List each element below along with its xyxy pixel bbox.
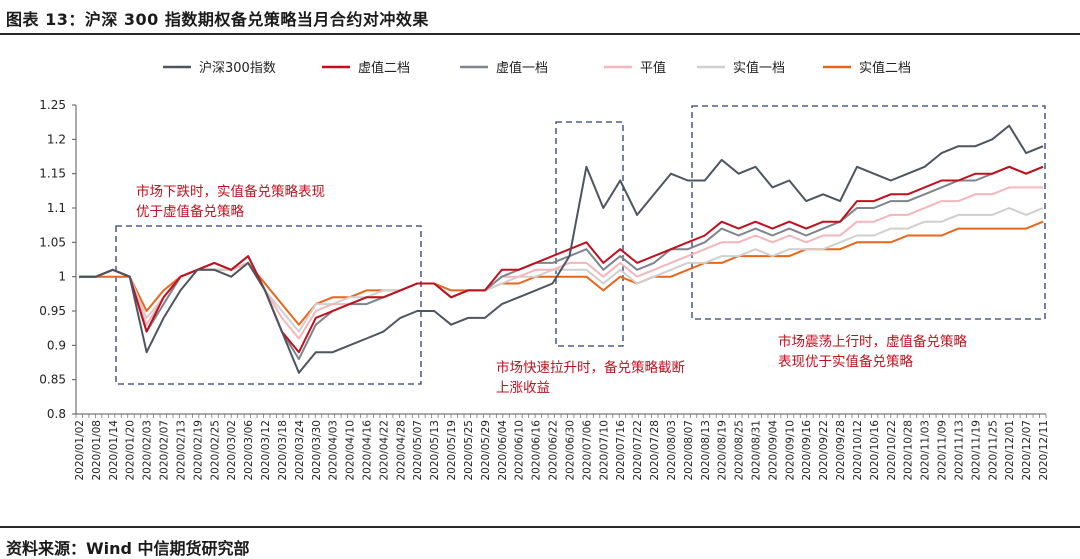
x-tick-label: 2020/07/06 xyxy=(581,420,593,481)
x-tick-label: 2020/03/24 xyxy=(294,420,306,481)
series-line xyxy=(79,165,1044,354)
annotation-text: 市场快速拉升时，备兑策略截断 xyxy=(496,359,685,376)
annotations: 市场下跌时，实值备兑策略表现优于虚值备兑策略市场快速拉升时，备兑策略截断上涨收益… xyxy=(136,183,967,396)
x-tick-label: 2020/09/22 xyxy=(818,420,830,481)
x-tick-label: 2020/10/22 xyxy=(886,420,898,481)
top-rule xyxy=(0,33,1080,35)
page-title: 图表 13：沪深 300 指数期权备兑策略当月合约对冲效果 xyxy=(6,10,429,29)
x-tick-label: 2020/03/18 xyxy=(277,420,289,481)
x-tick-label: 2020/07/28 xyxy=(649,420,661,481)
x-tick-label: 2020/04/22 xyxy=(378,420,390,481)
x-tick-label: 2020/07/10 xyxy=(598,420,610,481)
x-tick-label: 2020/02/19 xyxy=(192,420,204,481)
x-tick-label: 2020/09/10 xyxy=(784,420,796,481)
highlight-box xyxy=(691,105,1046,320)
x-tick-label: 2020/11/19 xyxy=(970,420,982,481)
x-tick-label: 2020/01/14 xyxy=(108,420,120,481)
x-tick-label: 2020/03/06 xyxy=(243,420,255,481)
legend-label: 实值一档 xyxy=(733,60,785,76)
x-tick-label: 2020/05/07 xyxy=(412,420,424,481)
y-tick-label: 0.85 xyxy=(39,373,66,387)
legend-label: 虚值二档 xyxy=(358,60,410,76)
y-tick-label: 0.9 xyxy=(47,338,66,352)
highlight-boxes xyxy=(115,105,1046,385)
x-tick-label: 2020/09/16 xyxy=(801,420,813,481)
x-tick-label: 2020/08/13 xyxy=(700,420,712,481)
highlight-box xyxy=(555,121,624,347)
x-tick-label: 2020/04/16 xyxy=(362,420,374,481)
x-tick-label: 2020/01/02 xyxy=(74,420,86,481)
x-tick-label: 2020/04/10 xyxy=(345,420,357,481)
x-tick-label: 2020/12/11 xyxy=(1038,420,1050,481)
x-tick-label: 2020/02/13 xyxy=(175,420,187,481)
y-tick-label: 1.1 xyxy=(47,201,66,215)
x-tick-label: 2020/08/25 xyxy=(734,420,746,481)
x-tick-label: 2020/09/28 xyxy=(835,420,847,481)
x-tick-label: 2020/08/03 xyxy=(666,420,678,481)
x-tick-label: 2020/11/09 xyxy=(937,420,949,481)
legend: 沪深300指数 虚值二档 虚值一档 平值 实值一档 实值二档 xyxy=(163,60,911,76)
x-tick-label: 2020/02/25 xyxy=(209,420,221,481)
x-tick-label: 2020/06/04 xyxy=(497,420,509,481)
legend-label: 沪深300指数 xyxy=(199,60,276,76)
y-tick-label: 0.95 xyxy=(39,304,66,318)
x-tick-label: 2020/08/07 xyxy=(683,420,695,481)
legend-label: 实值二档 xyxy=(859,60,911,76)
x-tick-label: 2020/10/28 xyxy=(903,420,915,481)
bottom-rule xyxy=(0,526,1080,528)
line-chart: 沪深300指数 虚值二档 虚值一档 平值 实值一档 实值二档 0.8 0.85 0.9 0.95… xyxy=(39,60,1050,481)
x-tick-label: 2020/07/16 xyxy=(615,420,627,481)
x-tick-label: 2020/04/28 xyxy=(395,420,407,481)
annotation-text: 表现优于实值备兑策略 xyxy=(778,353,913,370)
annotation-text: 市场下跌时，实值备兑策略表现 xyxy=(136,183,325,200)
y-tick-label: 1.05 xyxy=(39,235,66,249)
x-tick-label: 2020/12/07 xyxy=(1021,420,1033,481)
x-tick-label: 2020/10/12 xyxy=(852,420,864,481)
x-tick-label: 2020/03/12 xyxy=(260,420,272,481)
source-note: 资料来源：Wind 中信期货研究部 xyxy=(6,539,250,558)
x-tick-label: 2020/07/22 xyxy=(632,420,644,481)
x-tick-label: 2020/12/01 xyxy=(1004,420,1016,481)
x-tick-label: 2020/01/20 xyxy=(125,420,137,481)
x-tick-label: 2020/10/16 xyxy=(869,420,881,481)
y-tick-label: 1.25 xyxy=(39,98,66,112)
x-tick-label: 2020/02/03 xyxy=(142,420,154,481)
x-tick-label: 2020/03/02 xyxy=(226,420,238,481)
x-tick-label: 2020/06/30 xyxy=(564,420,576,481)
x-tick-label: 2020/11/25 xyxy=(987,420,999,481)
x-tick-label: 2020/04/03 xyxy=(328,420,340,481)
x-tick-label: 2020/11/13 xyxy=(953,420,965,481)
x-tick-label: 2020/01/08 xyxy=(91,420,103,481)
x-tick-label: 2020/05/13 xyxy=(429,420,441,481)
x-tick-label: 2020/06/22 xyxy=(548,420,560,481)
series-line xyxy=(79,124,1044,374)
x-tick-label: 2020/08/31 xyxy=(750,420,762,481)
series-lines xyxy=(79,124,1044,374)
series-line xyxy=(79,186,1043,340)
x-tick-label: 2020/08/19 xyxy=(717,420,729,481)
x-tick-label: 2020/03/30 xyxy=(311,420,323,481)
annotation-text: 优于虚值备兑策略 xyxy=(136,203,244,220)
y-tick-label: 0.8 xyxy=(47,407,66,421)
annotation-text: 上涨收益 xyxy=(496,380,550,396)
annotation-text: 市场震荡上行时，虚值备兑策略 xyxy=(778,333,967,350)
x-tick-label: 2020/11/03 xyxy=(920,420,932,481)
x-tick-label: 2020/06/16 xyxy=(531,420,543,481)
legend-label: 平值 xyxy=(640,60,666,76)
x-tick-label: 2020/05/25 xyxy=(463,420,475,481)
x-tick-label: 2020/02/07 xyxy=(159,420,171,481)
x-tick-label: 2020/05/19 xyxy=(446,420,458,481)
legend-label: 虚值一档 xyxy=(496,60,548,76)
y-tick-label: 1.15 xyxy=(39,167,66,181)
x-tick-label: 2020/09/04 xyxy=(767,420,779,481)
y-tick-label: 1 xyxy=(58,270,66,284)
x-tick-label: 2020/06/10 xyxy=(514,420,526,481)
highlight-box xyxy=(115,225,422,385)
x-tick-label: 2020/05/29 xyxy=(480,420,492,481)
axes: 0.8 0.85 0.9 0.95 1 1.05 1.1 1.15 1.2 1.25 2020/01… xyxy=(39,98,1050,481)
y-tick-label: 1.2 xyxy=(47,132,66,146)
